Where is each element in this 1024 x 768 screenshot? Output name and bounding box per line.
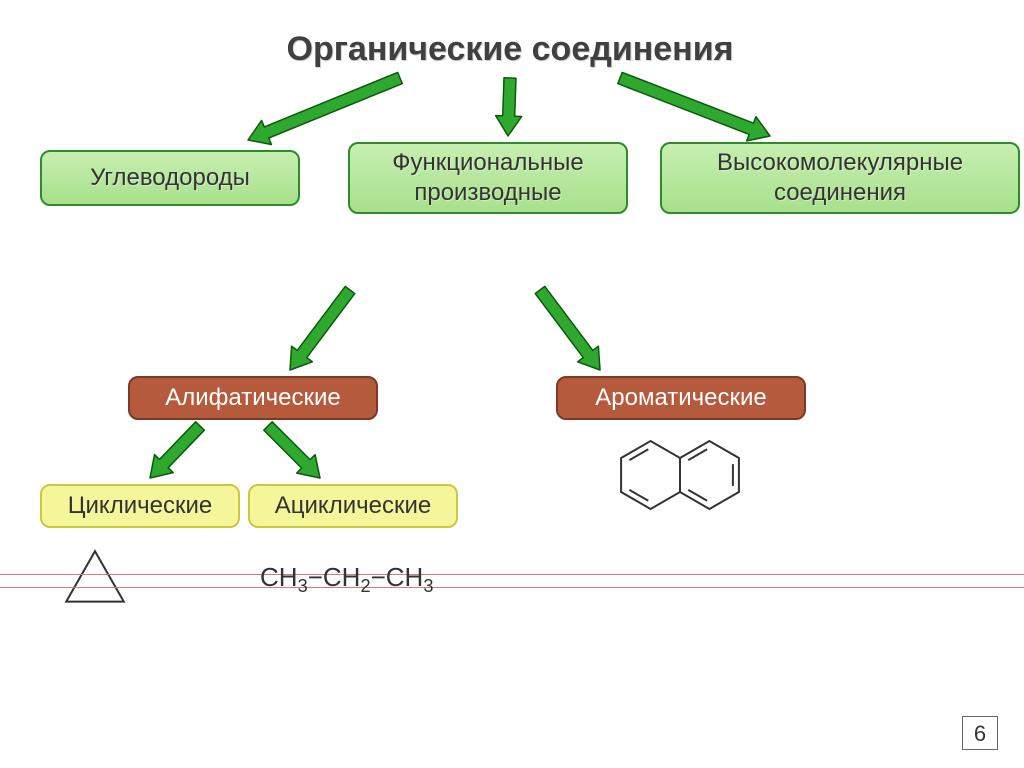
page-number: 6: [962, 716, 998, 750]
node-functional-derivatives: Функциональные производные: [348, 142, 628, 214]
diagram-title: Органические соединения: [200, 30, 820, 69]
divider-line-1: [0, 574, 1024, 575]
divider-line-2: [0, 587, 1024, 588]
node-acyclic: Ациклические: [248, 484, 458, 528]
diagram-canvas: { "background": "#ffffff", "title": { "t…: [0, 0, 1024, 768]
node-hydrocarbons: Углеводороды: [40, 150, 300, 206]
node-cyclic: Циклические: [40, 484, 240, 528]
propane-formula: CH3−CH2−CH3: [260, 562, 433, 597]
node-aliphatic: Алифатические: [128, 376, 378, 420]
node-high-molecular: Высокомолекулярные соединения: [660, 142, 1020, 214]
node-aromatic: Ароматические: [556, 376, 806, 420]
